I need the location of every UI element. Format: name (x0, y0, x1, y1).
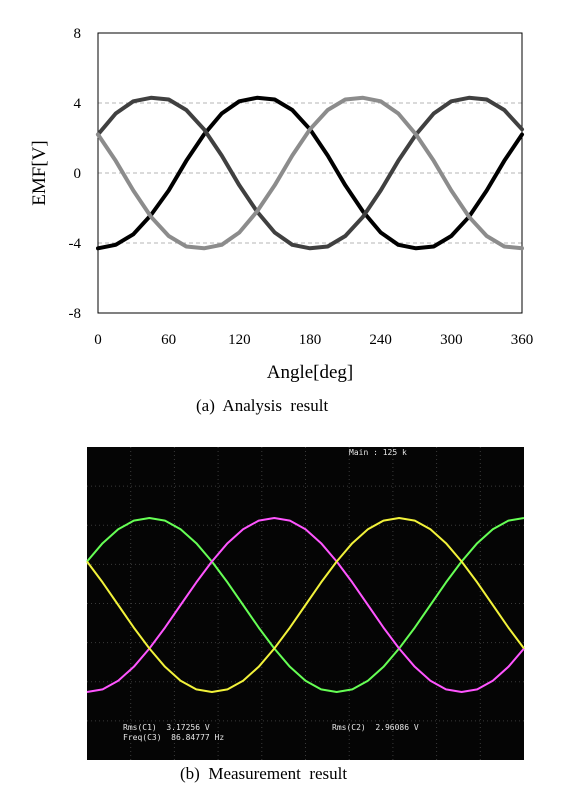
analysis-chart: 0 60 120 180 240 300 360 8 4 0 -4 -8 Angle[deg] EM… (29, 26, 533, 383)
analysis-x-tick-label: 360 (511, 332, 534, 348)
scope-readout-rms-c1: Rms(C1) 3.17256 V (123, 723, 210, 732)
analysis-x-tick-label: 180 (299, 332, 322, 348)
analysis-y-tick-label: 0 (74, 166, 82, 182)
analysis-series-line-2 (96, 95, 524, 251)
scope-series-group (86, 517, 525, 693)
analysis-x-tick-label: 60 (161, 332, 176, 348)
analysis-x-tick-label: 240 (369, 332, 392, 348)
analysis-x-tick-label: 120 (228, 332, 251, 348)
analysis-y-axis-title: EMF[V] (29, 140, 50, 205)
scope-trace-1 (86, 517, 525, 693)
analysis-plot-frame (97, 32, 523, 314)
analysis-x-axis-title: Angle[deg] (267, 362, 354, 383)
analysis-series-group (96, 95, 524, 251)
scope-readout-rms-c2: Rms(C2) 2.96086 V (332, 723, 419, 732)
analysis-y-ticks: 8 4 0 -4 -8 (69, 26, 82, 322)
analysis-series-line-3 (96, 95, 524, 251)
analysis-caption: (a) Analysis result (196, 396, 329, 415)
scope-readout-freq-c3: Freq(C3) 86.84777 Hz (123, 733, 224, 742)
analysis-y-tick-label: -4 (69, 236, 82, 252)
measurement-caption: (b) Measurement result (180, 764, 348, 783)
analysis-y-tick-label: -8 (69, 306, 82, 322)
analysis-y-tick-label: 4 (74, 96, 82, 112)
scope-trace-2 (86, 517, 525, 693)
analysis-x-ticks: 0 60 120 180 240 300 360 (94, 332, 533, 348)
analysis-y-tick-label: 8 (74, 26, 82, 42)
analysis-x-tick-label: 300 (440, 332, 463, 348)
scope-timebase-label: Main : 125 k (349, 448, 407, 457)
analysis-x-tick-label: 0 (94, 332, 102, 348)
scope-trace-3 (86, 517, 525, 693)
